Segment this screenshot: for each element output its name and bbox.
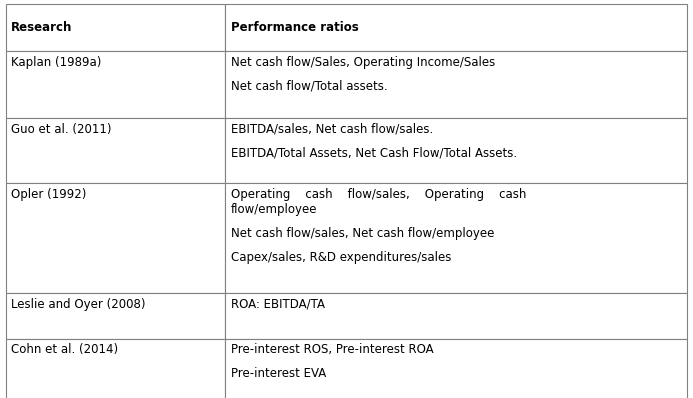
Text: Guo et al. (2011): Guo et al. (2011) bbox=[11, 123, 112, 136]
Bar bbox=[6, 4, 225, 51]
Text: Research: Research bbox=[11, 21, 73, 34]
Text: Performance ratios: Performance ratios bbox=[231, 21, 358, 34]
Bar bbox=[225, 293, 687, 339]
Text: Net cash flow/Total assets.: Net cash flow/Total assets. bbox=[231, 80, 387, 93]
Text: Net cash flow/sales, Net cash flow/employee: Net cash flow/sales, Net cash flow/emplo… bbox=[231, 227, 494, 240]
Text: Operating    cash    flow/sales,    Operating    cash: Operating cash flow/sales, Operating cas… bbox=[231, 188, 526, 201]
Text: Net cash flow/Sales, Operating Income/Sales: Net cash flow/Sales, Operating Income/Sa… bbox=[231, 56, 495, 69]
Bar bbox=[6, 339, 225, 398]
Bar bbox=[6, 51, 225, 118]
Text: Opler (1992): Opler (1992) bbox=[11, 188, 87, 201]
Text: Capex/sales, R&D expenditures/sales: Capex/sales, R&D expenditures/sales bbox=[231, 251, 451, 264]
Text: EBITDA/sales, Net cash flow/sales.: EBITDA/sales, Net cash flow/sales. bbox=[231, 123, 433, 136]
Bar bbox=[6, 183, 225, 293]
Text: Kaplan (1989a): Kaplan (1989a) bbox=[11, 56, 101, 69]
Text: Leslie and Oyer (2008): Leslie and Oyer (2008) bbox=[11, 298, 146, 311]
Bar bbox=[225, 51, 687, 118]
Text: EBITDA/Total Assets, Net Cash Flow/Total Assets.: EBITDA/Total Assets, Net Cash Flow/Total… bbox=[231, 146, 517, 160]
Text: flow/employee: flow/employee bbox=[231, 203, 317, 217]
Text: Pre-interest ROS, Pre-interest ROA: Pre-interest ROS, Pre-interest ROA bbox=[231, 343, 433, 357]
Bar bbox=[225, 183, 687, 293]
Text: Cohn et al. (2014): Cohn et al. (2014) bbox=[11, 343, 119, 357]
Bar bbox=[225, 339, 687, 398]
Bar bbox=[225, 118, 687, 183]
Bar bbox=[225, 4, 687, 51]
Bar bbox=[6, 293, 225, 339]
Bar bbox=[6, 118, 225, 183]
Text: ROA: EBITDA/TA: ROA: EBITDA/TA bbox=[231, 298, 324, 311]
Text: Pre-interest EVA: Pre-interest EVA bbox=[231, 367, 326, 380]
